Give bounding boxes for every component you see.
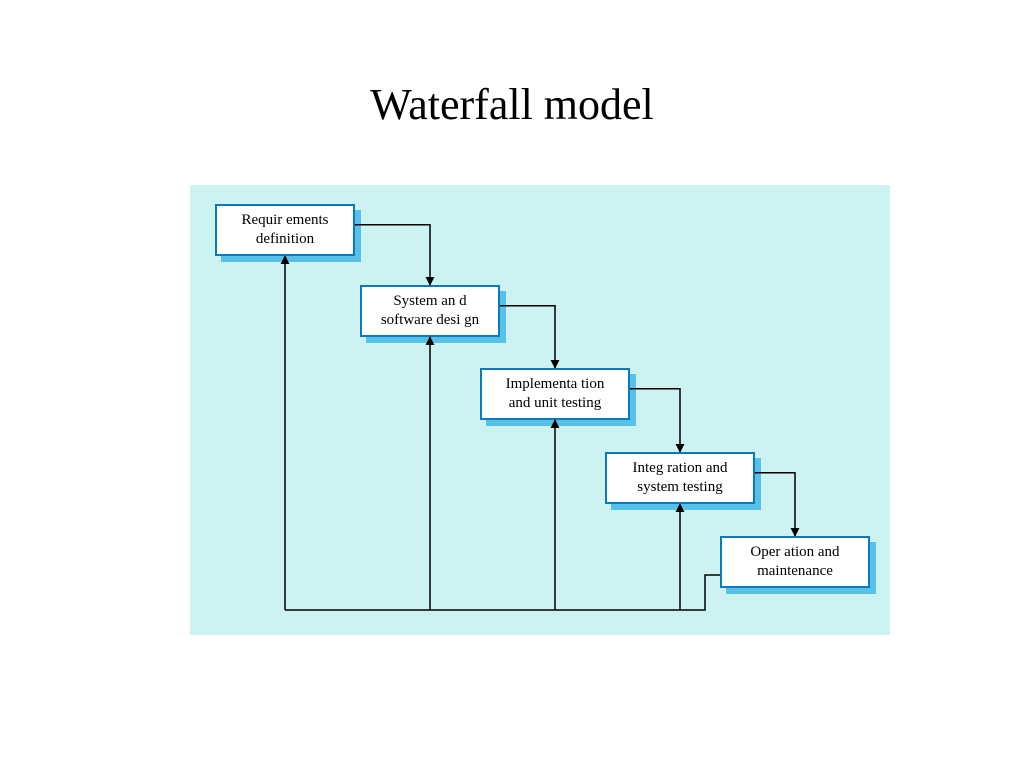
edge-forward-n1-n2 <box>355 225 430 285</box>
edge-forward-n4-n5 <box>755 473 795 536</box>
edge-feedback-trunk <box>285 575 720 610</box>
diagram-canvas: Requir ementsdefinitionSystem an dsoftwa… <box>190 185 890 635</box>
diagram-edges <box>190 185 890 635</box>
edge-forward-n3-n4 <box>630 389 680 452</box>
edge-forward-n2-n3 <box>500 306 555 368</box>
page-title: Waterfall model <box>0 79 1024 130</box>
